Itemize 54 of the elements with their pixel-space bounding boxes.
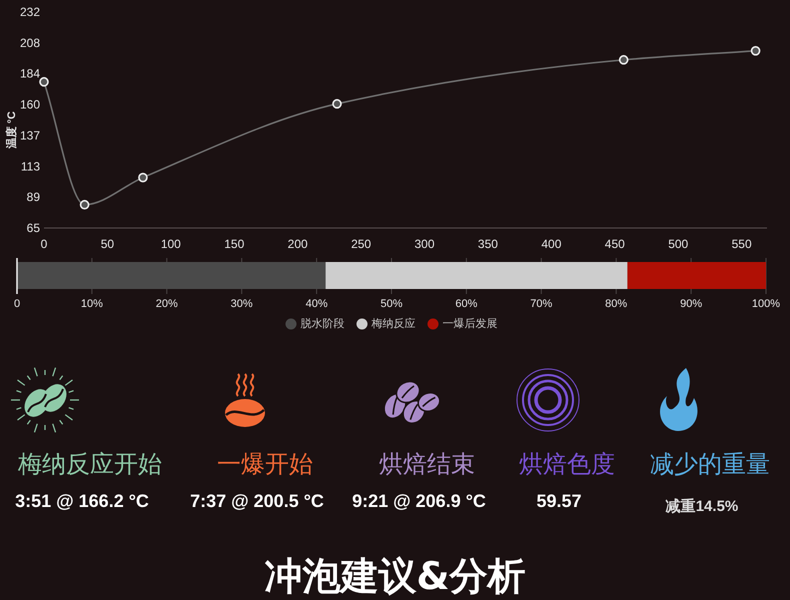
text: 7:37 @ 200.5 °C <box>190 491 324 511</box>
x-tick-label: 20% <box>156 298 178 310</box>
x-tick-label: 0 <box>14 298 20 310</box>
x-tick-label: 80% <box>605 298 628 310</box>
bar <box>627 262 766 289</box>
legend-label: 脱水阶段 <box>300 317 344 330</box>
legend-label: 一爆后发展 <box>442 317 498 330</box>
point <box>80 200 90 210</box>
x-tick-label: 200 <box>288 237 308 251</box>
x-tick-label: 550 <box>732 237 752 251</box>
bar <box>326 262 628 289</box>
y-tick-label: 208 <box>20 36 40 50</box>
category-label: 烘焙色度 <box>519 450 615 478</box>
x-tick-label: 30% <box>230 298 253 310</box>
x-tick-label: 70% <box>530 298 553 310</box>
y-tick-label: 160 <box>20 98 40 112</box>
point <box>332 99 342 109</box>
y-axis-title: 温度 °C <box>5 111 18 150</box>
category-label: 烘焙结束 <box>379 450 475 478</box>
text: 减重14.5% <box>666 498 738 515</box>
x-tick-label: 50 <box>100 237 114 251</box>
point <box>618 55 628 65</box>
category-label: 一爆开始 <box>217 450 313 478</box>
x-tick-label: 100 <box>160 237 182 251</box>
category-label: 梅纳反应开始 <box>17 450 162 478</box>
x-tick-label: 150 <box>224 237 245 251</box>
x-tick-label: 350 <box>478 237 498 251</box>
x-tick-label: 40% <box>306 298 328 310</box>
x-tick-label: 300 <box>414 237 435 251</box>
category-label: 减少的重量 <box>650 450 770 478</box>
y-tick-label: 113 <box>20 159 40 174</box>
text: 59.57 <box>536 491 582 511</box>
point <box>39 77 49 87</box>
text: 冲泡建议&分析 <box>264 554 526 598</box>
y-tick-label: 89 <box>26 190 40 204</box>
y-tick-label: 184 <box>20 66 40 81</box>
x-tick-label: 400 <box>541 237 562 251</box>
y-tick-label: 232 <box>20 5 40 19</box>
x-tick-label: 10% <box>80 298 104 310</box>
x-tick-label: 100% <box>752 298 780 310</box>
x-tick-label: 450 <box>604 237 626 251</box>
y-tick-label: 65 <box>26 221 40 235</box>
x-tick-label: 60% <box>455 298 478 310</box>
point <box>750 46 760 56</box>
text: 9:21 @ 206.9 °C <box>352 491 486 511</box>
legend-label: 梅纳反应 <box>370 317 416 330</box>
y-tick-label: 137 <box>20 128 40 142</box>
x-tick-label: 250 <box>351 237 372 251</box>
text: 3:51 @ 166.2 °C <box>15 491 149 511</box>
x-tick-label: 0 <box>40 237 48 251</box>
x-tick-label: 50% <box>380 298 403 310</box>
x-tick-label: 90% <box>680 298 702 310</box>
x-tick-label: 500 <box>668 237 689 251</box>
point <box>138 172 148 182</box>
